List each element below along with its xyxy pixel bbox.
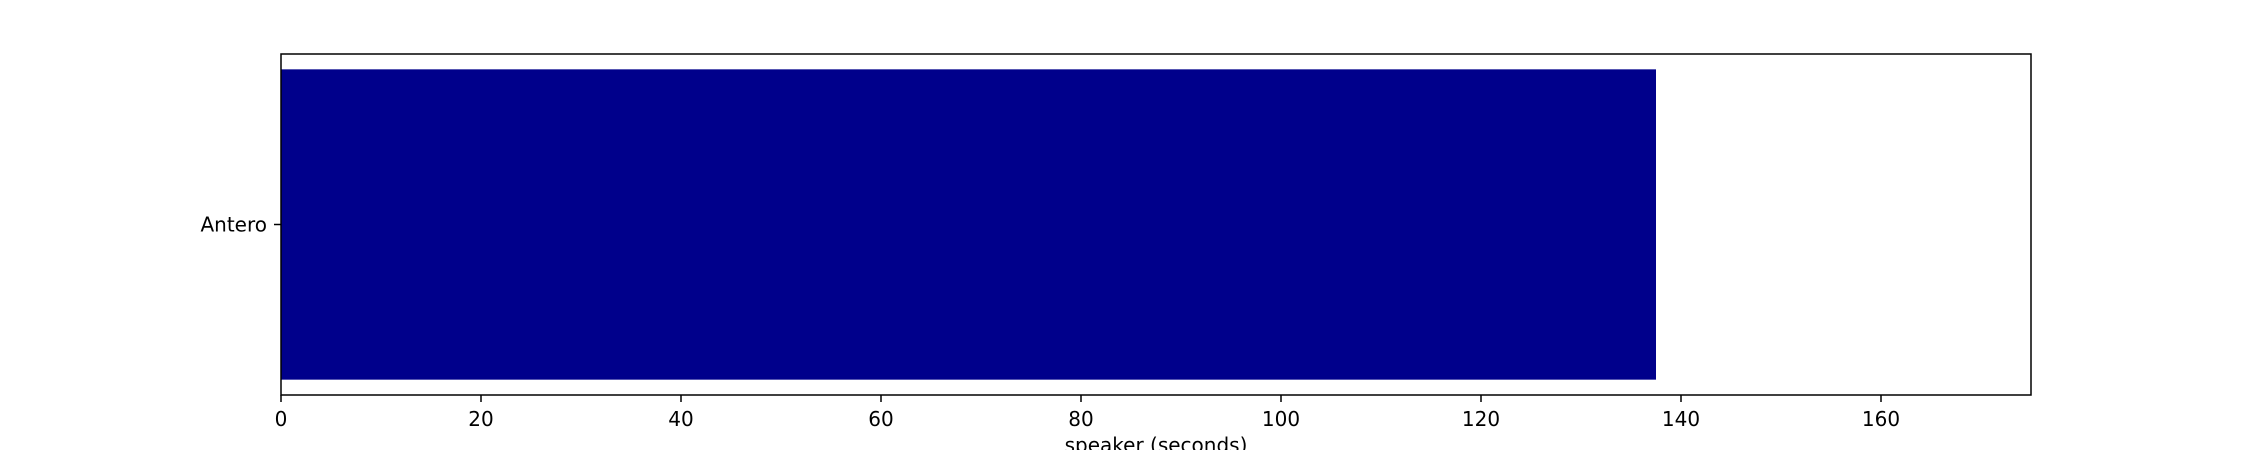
x-tick-label: 40 bbox=[668, 407, 693, 431]
bars-layer bbox=[281, 69, 1656, 380]
x-tick-label: 60 bbox=[868, 407, 893, 431]
x-tick-label: 0 bbox=[275, 407, 288, 431]
bar-antero bbox=[281, 69, 1656, 380]
x-tick-label: 100 bbox=[1262, 407, 1300, 431]
x-axis-label: speaker (seconds) bbox=[1065, 433, 1248, 450]
x-tick-label: 80 bbox=[1068, 407, 1093, 431]
y-axis: Antero bbox=[200, 213, 281, 237]
x-tick-label: 140 bbox=[1662, 407, 1700, 431]
x-axis: 0 20 40 60 80 100 120 140 160 bbox=[275, 395, 1900, 431]
x-tick-label: 160 bbox=[1862, 407, 1900, 431]
y-tick-label: Antero bbox=[200, 213, 267, 237]
x-tick-label: 20 bbox=[468, 407, 493, 431]
x-tick-label: 120 bbox=[1462, 407, 1500, 431]
